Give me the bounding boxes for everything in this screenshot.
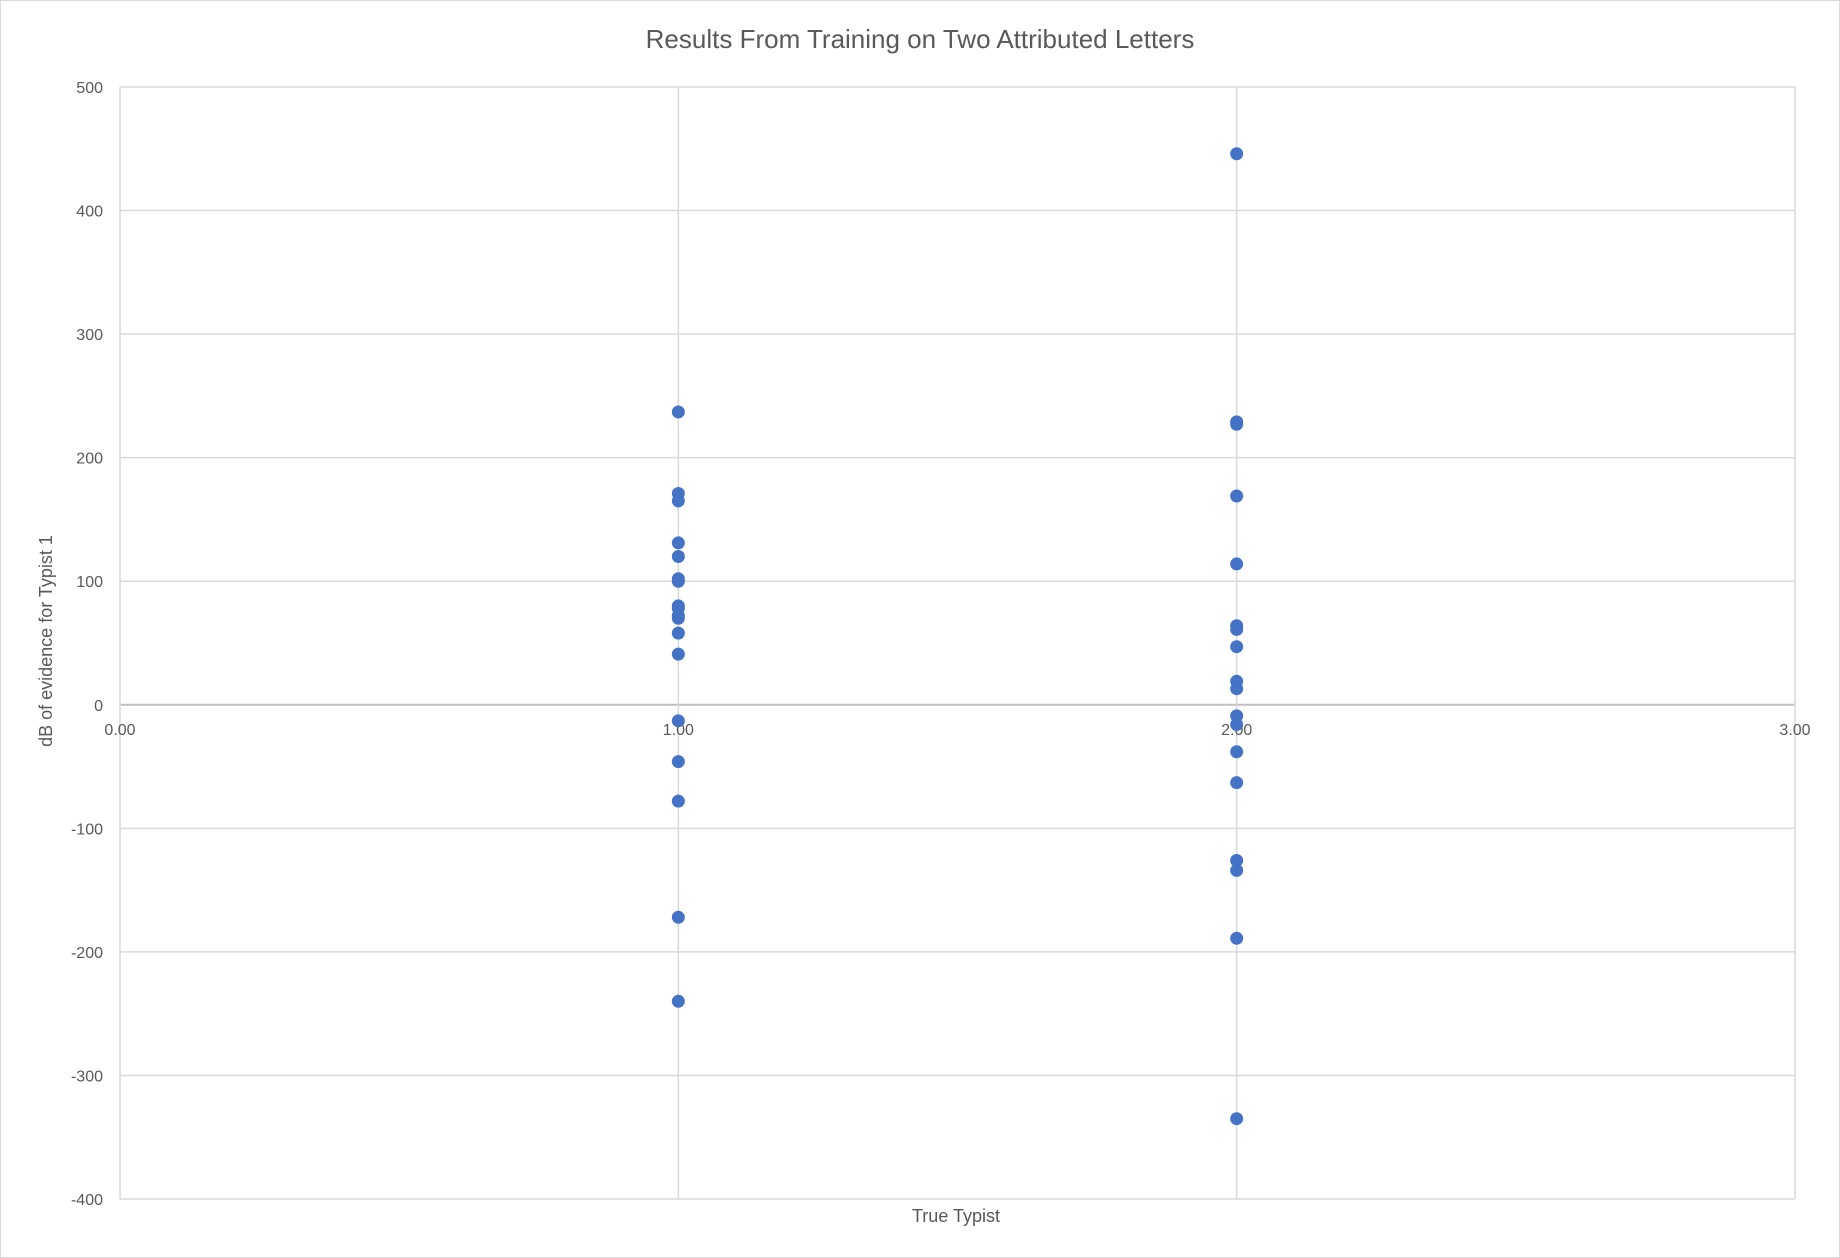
- data-point: [671, 910, 685, 924]
- data-point: [671, 536, 685, 550]
- data-point: [1230, 776, 1244, 790]
- data-point: [1230, 147, 1244, 161]
- data-point: [671, 574, 685, 588]
- data-points: [671, 147, 1244, 1126]
- y-tick-label: -100: [71, 821, 103, 838]
- data-point: [1230, 417, 1244, 431]
- data-point: [671, 405, 685, 419]
- data-point: [671, 494, 685, 508]
- data-point: [1230, 745, 1244, 759]
- data-point: [671, 626, 685, 640]
- y-tick-label: -300: [71, 1068, 103, 1085]
- data-point: [1230, 640, 1244, 654]
- x-tick-label: 1.00: [663, 722, 694, 739]
- data-point: [671, 550, 685, 564]
- y-tick-label: 500: [76, 80, 103, 97]
- data-point: [1230, 557, 1244, 571]
- y-axis-label: dB of evidence for Typist 1: [36, 535, 56, 747]
- y-tick-labels: 500 400 300 200 100 0 -100 -200 -300 -400: [71, 80, 103, 1209]
- data-point: [1230, 682, 1244, 696]
- data-point: [1230, 622, 1244, 636]
- y-gridlines: [120, 86, 1795, 1200]
- x-tick-label: 0.00: [104, 722, 135, 739]
- x-tick-labels: 0.001.002.003.00: [104, 722, 1810, 739]
- data-point: [1230, 863, 1244, 877]
- y-tick-label: 400: [76, 204, 103, 221]
- y-tick-label: 0: [94, 698, 103, 715]
- data-point: [671, 611, 685, 625]
- y-tick-label: 300: [76, 327, 103, 344]
- data-point: [1230, 718, 1244, 732]
- y-tick-label: -200: [71, 945, 103, 962]
- y-tick-label: 200: [76, 451, 103, 468]
- data-point: [671, 994, 685, 1008]
- y-tick-label: 100: [76, 574, 103, 591]
- data-point: [671, 714, 685, 728]
- x-gridlines: [119, 87, 1796, 1199]
- data-point: [1230, 1112, 1244, 1126]
- data-point: [1230, 489, 1244, 503]
- data-point: [671, 794, 685, 808]
- data-point: [671, 647, 685, 661]
- chart-title: Results From Training on Two Attributed …: [646, 24, 1195, 54]
- x-axis-label: True Typist: [912, 1206, 1000, 1226]
- y-tick-label: -400: [71, 1192, 103, 1209]
- x-tick-label: 3.00: [1779, 722, 1810, 739]
- data-point: [671, 755, 685, 769]
- data-point: [1230, 931, 1244, 945]
- data-point: [1230, 853, 1244, 867]
